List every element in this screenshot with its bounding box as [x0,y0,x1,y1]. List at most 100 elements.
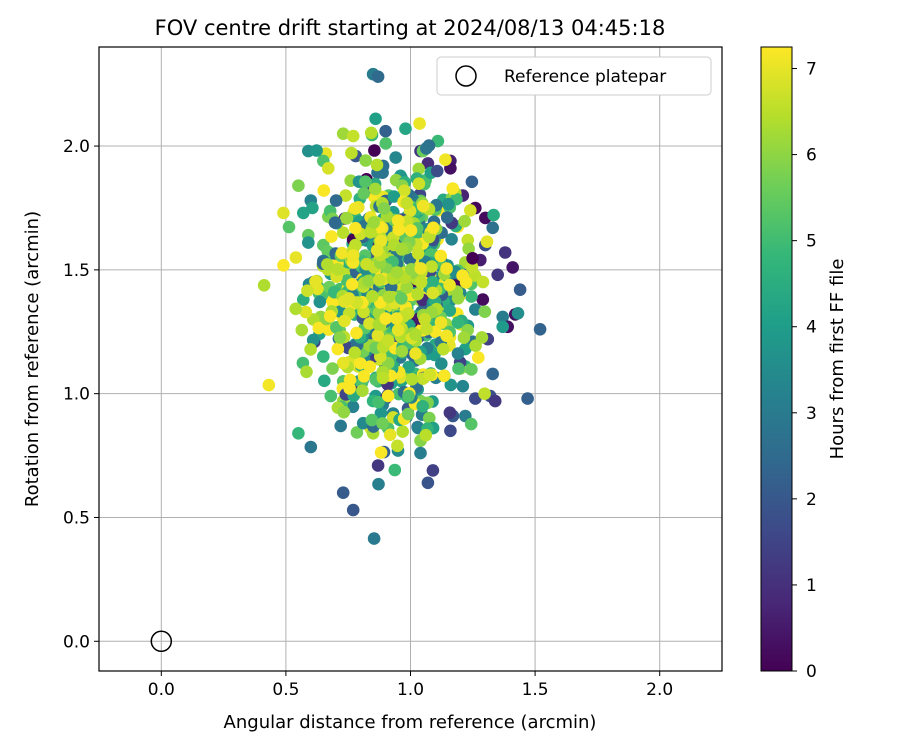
data-point [464,417,478,431]
data-point [480,235,494,248]
data-point [425,260,438,273]
data-point [300,365,313,379]
legend: Reference platepar [436,56,712,96]
data-point [488,394,502,408]
data-point [333,331,347,344]
data-point [414,262,428,275]
data-point [349,221,362,235]
data-point [382,290,396,304]
data-point [400,196,414,210]
data-point [395,345,409,358]
data-point [388,463,402,477]
data-point [430,164,444,178]
data-point [277,206,290,220]
data-point [427,221,440,235]
data-point [318,374,331,388]
data-point [465,363,478,376]
data-point [346,503,360,517]
data-point [257,279,271,292]
data-point [312,321,326,335]
data-point [405,373,419,386]
data-point [414,276,428,289]
data-point [419,428,433,442]
colorbar-tick-label: 2 [806,490,817,510]
data-point [292,179,305,192]
data-point [412,162,426,176]
data-point [346,249,360,262]
data-point [465,175,479,189]
data-point [440,262,453,275]
data-point [440,211,454,224]
data-point [395,243,409,256]
data-point [405,263,418,276]
data-point [426,275,439,289]
data-point [372,395,385,409]
data-point [363,360,377,374]
data-point [475,331,489,344]
data-point [434,249,448,263]
data-point [444,424,457,438]
data-point [400,281,414,294]
legend-label: Reference platepar [504,67,666,87]
y-tick-label: 1.0 [63,385,90,405]
y-tick-label: 0.0 [63,632,90,652]
data-point [398,184,411,197]
data-point [392,223,406,236]
data-point [446,182,460,195]
data-point [389,151,403,164]
reference-platepar-marker [150,630,173,653]
data-point [401,407,415,421]
data-point [342,292,356,305]
y-tick-label: 2.0 [63,137,90,157]
data-point [317,350,330,363]
data-point [420,322,433,336]
legend-box [436,56,712,96]
data-point [476,275,490,289]
data-point [336,486,350,500]
data-point [478,387,491,401]
data-point [331,263,345,276]
data-point [411,287,424,301]
data-point [336,226,350,239]
data-point [328,216,342,229]
data-point [357,187,371,200]
data-point [426,286,440,300]
data-point [423,368,437,382]
data-point [451,292,465,305]
data-point [381,334,395,347]
data-point [506,261,519,274]
data-point [409,347,422,360]
data-point [348,202,362,215]
data-point [391,439,404,453]
data-point [336,127,350,140]
data-point [364,226,377,239]
data-point [435,357,448,371]
data-point [359,154,373,167]
scatter-points [257,67,547,545]
data-point [416,199,430,213]
data-point [322,162,335,175]
data-point [439,153,452,166]
data-point [374,446,388,459]
colorbar-tick-label: 6 [806,146,817,166]
data-point [469,392,482,405]
data-point [262,378,276,392]
data-point [402,360,416,374]
colorbar-ticks: 0 1 2 3 4 5 6 7 [792,60,817,682]
data-point [379,124,392,138]
data-point [443,278,456,292]
data-point [373,273,386,287]
data-point [350,326,363,340]
data-point [466,251,479,265]
data-point [459,276,473,289]
data-point [374,234,388,248]
data-point [295,323,309,337]
data-point [367,532,381,545]
data-point [345,146,358,160]
data-point [335,246,349,260]
data-point [343,382,356,395]
x-tick-label: 0.0 [148,680,175,700]
data-point [334,419,348,433]
chart-title: FOV centre drift starting at 2024/08/13 … [155,16,666,40]
